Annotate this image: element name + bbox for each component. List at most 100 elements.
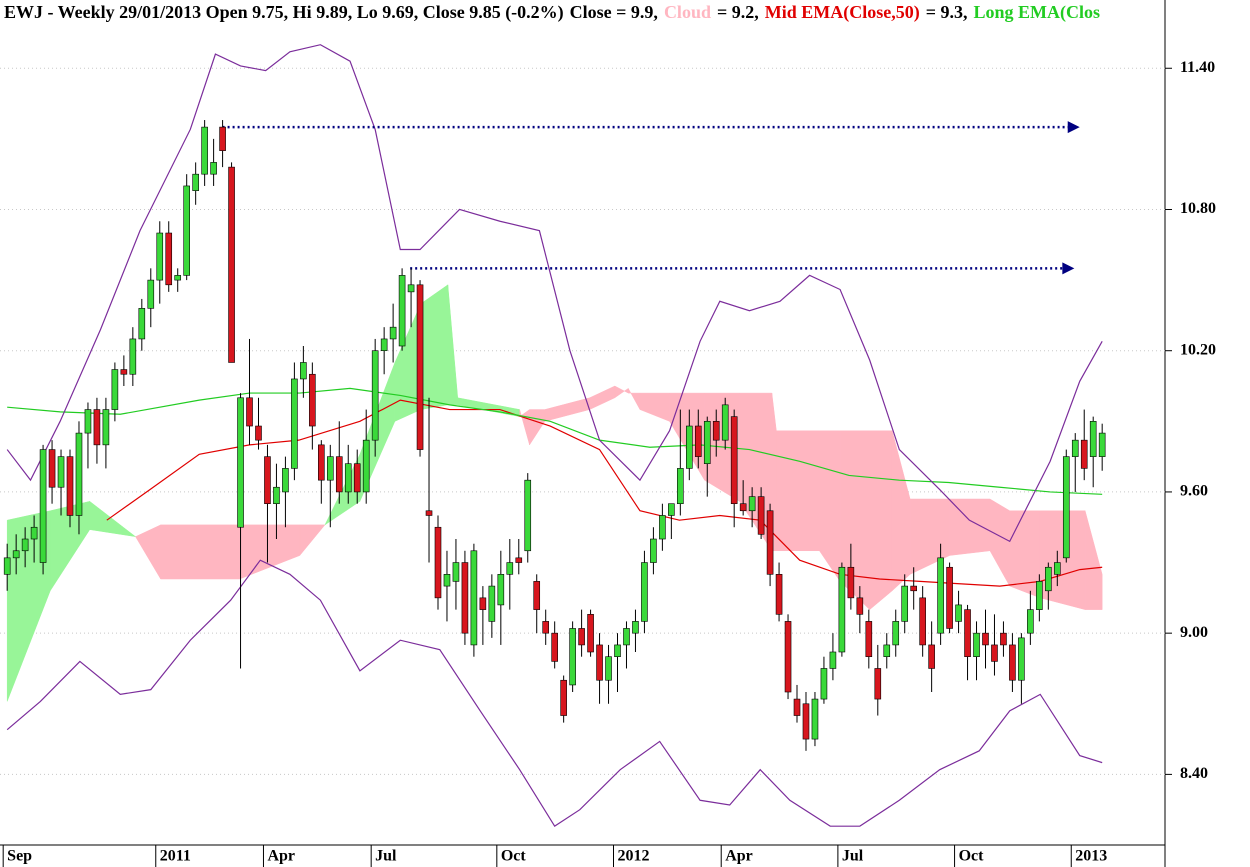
candle-body [326, 456, 334, 481]
candle-body [174, 275, 182, 281]
candle-body [721, 404, 729, 441]
legend-name: Cloud [664, 2, 711, 22]
candle-body [802, 703, 810, 740]
candle-body [533, 581, 541, 610]
candle-body [775, 574, 783, 615]
candle-body [210, 162, 217, 175]
x-tick-label: 2013 [1075, 848, 1107, 865]
candle-body [192, 173, 199, 191]
candle-body [228, 166, 235, 363]
candle-body [407, 284, 415, 293]
y-tick-label: 8.40 [1180, 765, 1208, 782]
candle-body [318, 444, 325, 481]
candle-body [515, 557, 523, 563]
candle-body [165, 232, 173, 286]
candle-body [1009, 644, 1016, 681]
candle-body [264, 456, 271, 505]
candle-body [829, 651, 837, 669]
candle-body [362, 439, 370, 493]
indicator-line [7, 387, 1103, 495]
cloud-segment [1039, 510, 1086, 610]
x-tick-label: Apr [725, 848, 753, 865]
candle-body [425, 510, 433, 516]
candle-body [668, 503, 675, 516]
legend-value: = 9.2, [717, 2, 759, 22]
candle-body [111, 369, 119, 410]
candle-body [1027, 609, 1034, 634]
candle-body [380, 338, 388, 352]
y-tick-label: 10.20 [1180, 341, 1216, 358]
candle-body [883, 644, 891, 657]
candle-body [497, 574, 505, 606]
y-tick-label: 9.00 [1180, 624, 1208, 641]
legend-name: Long EMA(Clos [973, 2, 1100, 23]
header: EWJ - Weekly 29/01/2013 Open 9.75, Hi 9.… [4, 2, 1100, 23]
cloud-segment [869, 430, 893, 611]
y-tick-label: 9.60 [1180, 483, 1208, 500]
candle-body [84, 409, 92, 434]
candle-body [416, 284, 424, 450]
legend-name: Mid EMA(Close,50) [765, 2, 920, 23]
candle-body [811, 698, 819, 740]
candle-body [309, 373, 316, 427]
candle-body [551, 632, 558, 662]
candle-body [686, 425, 693, 469]
candle-body [273, 486, 280, 505]
x-tick-label: Apr [267, 848, 295, 865]
candle-body [1089, 421, 1097, 457]
candle-body [12, 550, 20, 559]
candle-body [39, 449, 47, 563]
candle-body [479, 597, 487, 610]
arrow-head [1067, 121, 1080, 134]
candle-body [353, 463, 361, 493]
candle-body [1018, 637, 1025, 681]
candle-body [937, 557, 944, 634]
candle-body [452, 562, 460, 582]
candle-body [946, 566, 953, 629]
candle-body [120, 369, 128, 375]
candle-body [892, 621, 900, 646]
candle-body [506, 562, 514, 575]
cloud-segment [89, 500, 136, 537]
candle-body [246, 397, 253, 427]
x-tick-label: 2012 [618, 848, 650, 865]
y-tick-label: 10.80 [1180, 200, 1216, 217]
candle-body [560, 679, 567, 716]
band-line [6, 44, 1103, 543]
candle-body [659, 515, 666, 540]
candle-body [93, 409, 101, 446]
candle-body [578, 628, 585, 646]
candle-body [183, 185, 190, 276]
candle-body [605, 656, 612, 681]
cloud-segment [160, 524, 240, 580]
cloud-segment [420, 284, 449, 410]
candle-body [766, 510, 774, 575]
candle-body [542, 621, 550, 634]
candle-body [219, 126, 226, 151]
candle-body [964, 609, 971, 657]
candle-body [838, 566, 846, 653]
title: EWJ - Weekly 29/01/2013 Open 9.75, Hi 9.… [4, 2, 564, 23]
candle-body [1000, 632, 1007, 646]
candle-body [335, 456, 343, 493]
x-tick-label: Oct [501, 848, 527, 865]
candle-body [371, 350, 379, 441]
candle-body [1080, 439, 1088, 469]
candle-body [757, 496, 765, 535]
candle-body [919, 597, 926, 646]
cloud-segment [1084, 510, 1103, 610]
candle-body [461, 562, 469, 634]
candle-body [524, 479, 532, 552]
candle-body [784, 621, 792, 693]
candle-body [650, 538, 657, 563]
candle-body [66, 456, 74, 516]
candle-body [1071, 439, 1079, 457]
arrow-head [1062, 262, 1075, 275]
x-tick-label: Jul [842, 848, 864, 865]
candle-body [614, 644, 621, 657]
candle-body [1098, 432, 1106, 457]
candle-body [1036, 581, 1043, 610]
candle-body [847, 566, 855, 599]
